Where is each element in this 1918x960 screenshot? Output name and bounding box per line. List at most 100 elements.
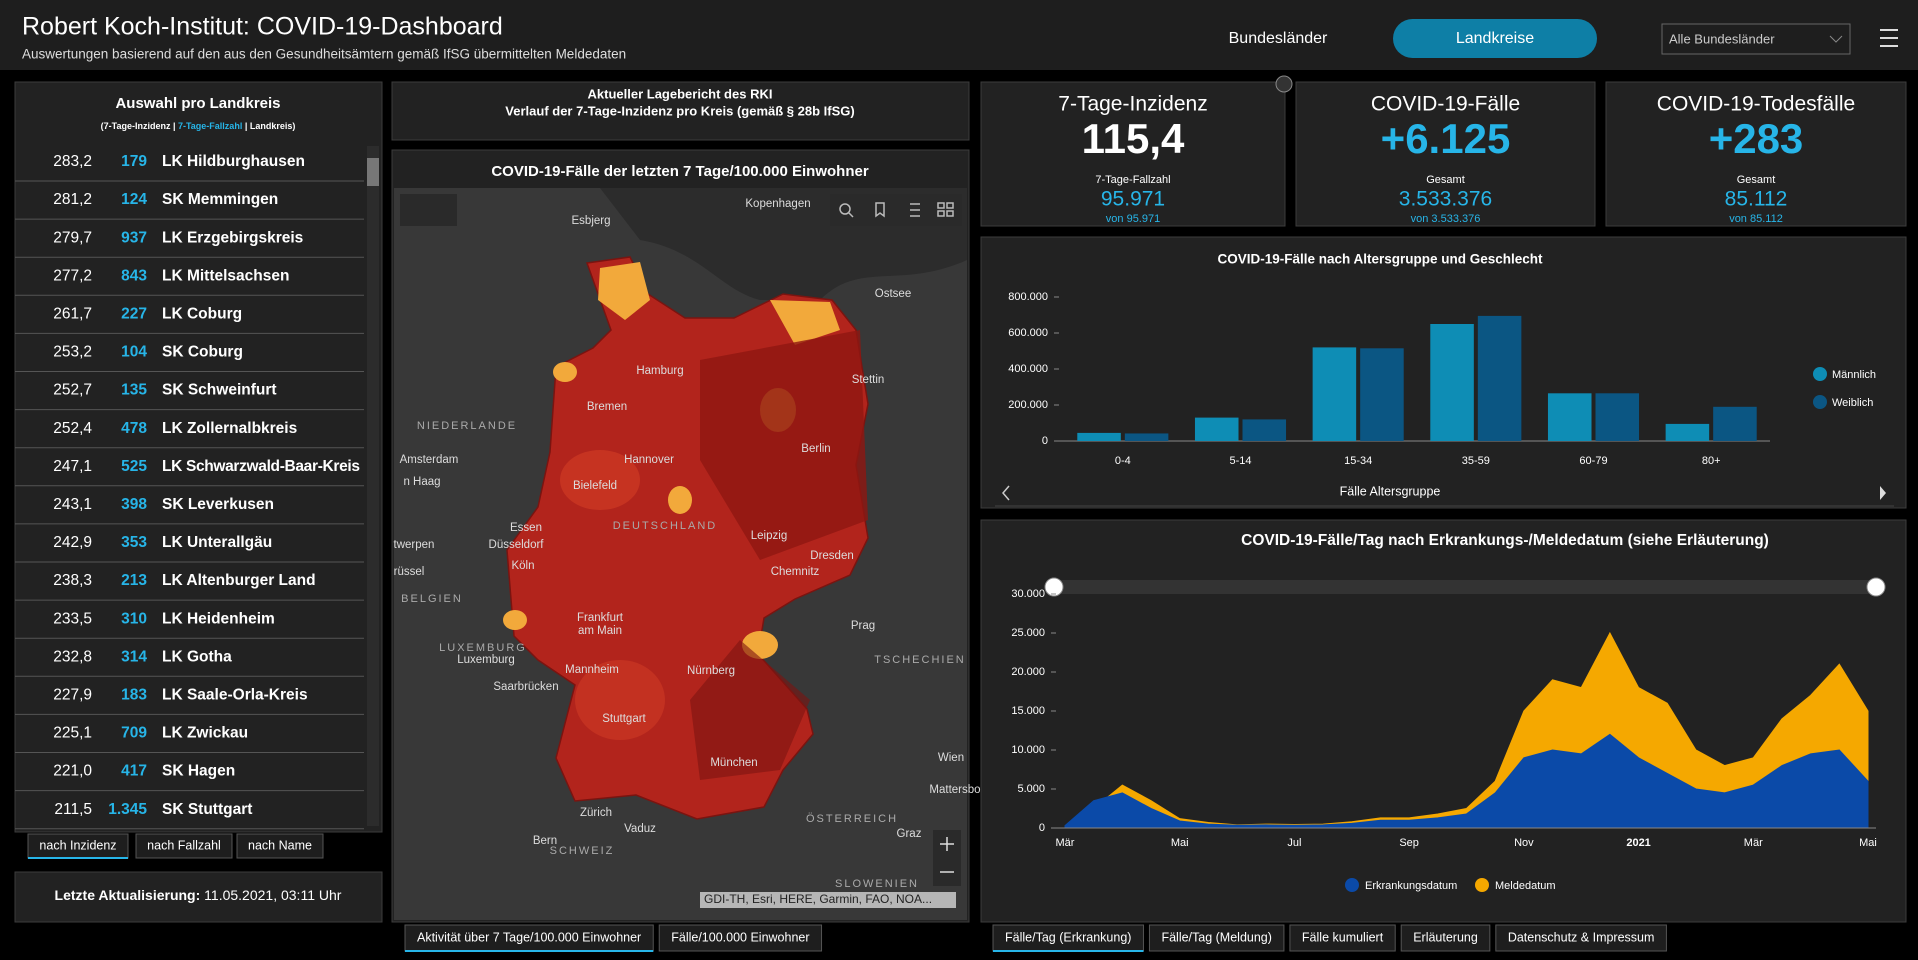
district-name[interactable]: LK Saale-Orla-Kreis: [162, 686, 308, 703]
district-name[interactable]: LK Unterallgäu: [162, 534, 272, 551]
tab[interactable]: [658, 924, 823, 952]
district-name[interactable]: LK Coburg: [162, 305, 242, 322]
map-toolbar-icons[interactable]: [839, 202, 954, 218]
bar[interactable]: [1477, 315, 1522, 441]
bar[interactable]: [1124, 433, 1169, 441]
map-label: Bielefeld: [573, 480, 617, 492]
legend-swatch: [1813, 367, 1827, 381]
tab[interactable]: [135, 833, 233, 859]
bar[interactable]: [1547, 393, 1592, 441]
header-title: Robert Koch-Institut: COVID-19-Dashboard: [22, 13, 503, 41]
map-tool[interactable]: [400, 194, 457, 226]
bar[interactable]: [1665, 423, 1710, 441]
tab[interactable]: [27, 833, 129, 859]
region[interactable]: [598, 262, 650, 320]
y-tick-label: 10.000: [1011, 744, 1045, 756]
bar[interactable]: [1312, 347, 1357, 441]
district-name[interactable]: SK Leverkusen: [162, 496, 274, 513]
tab[interactable]: [1148, 924, 1285, 952]
incidence: 242,9: [53, 534, 92, 551]
district-name[interactable]: LK Gotha: [162, 648, 232, 665]
tab[interactable]: [1495, 924, 1667, 952]
district-name[interactable]: LK Hildburghausen: [162, 153, 305, 170]
nav-button[interactable]: Landkreise: [1456, 30, 1534, 47]
scrollbar[interactable]: [367, 146, 379, 826]
slider-handle[interactable]: [1044, 577, 1064, 597]
x-tick-label: Jul: [1287, 837, 1301, 849]
map-attribution: GDI-TH, Esri, HERE, Garmin, FAO, NOA...: [704, 892, 932, 906]
kpi-value: +6.125: [1381, 115, 1511, 162]
report-title[interactable]: Aktueller Lagebericht des RKI: [588, 86, 773, 101]
tab-label[interactable]: nach Name: [248, 838, 312, 852]
expand-icon[interactable]: [1275, 75, 1293, 93]
region[interactable]: [690, 640, 810, 780]
slider-handle[interactable]: [1866, 577, 1886, 597]
tab[interactable]: [1289, 924, 1396, 952]
region[interactable]: [770, 300, 840, 345]
scroll-left[interactable]: [1002, 485, 1010, 501]
tab-label[interactable]: Datenschutz & Impressum: [1508, 930, 1655, 944]
tab[interactable]: [992, 924, 1144, 952]
tab-label[interactable]: nach Inzidenz: [39, 838, 116, 852]
district-name[interactable]: LK Zwickau: [162, 725, 248, 742]
nav-button[interactable]: Bundesländer: [1229, 30, 1328, 47]
tab[interactable]: [404, 924, 654, 952]
district-name[interactable]: SK Schweinfurt: [162, 382, 277, 399]
tab-label[interactable]: Aktivität über 7 Tage/100.000 Einwohner: [417, 930, 641, 944]
range-slider[interactable]: [1054, 580, 1876, 594]
kpi-card: [1605, 81, 1907, 227]
tab-label[interactable]: nach Fallzahl: [147, 838, 221, 852]
district-name[interactable]: LK Mittelsachsen: [162, 267, 289, 284]
tab-label[interactable]: Fälle/Tag (Erkrankung): [1005, 930, 1131, 944]
tab-label[interactable]: Fälle kumuliert: [1302, 930, 1384, 944]
district-name[interactable]: SK Hagen: [162, 763, 235, 780]
region[interactable]: [700, 330, 868, 560]
region[interactable]: [553, 362, 577, 382]
legend-label[interactable]: Meldedatum: [1495, 880, 1556, 892]
dropdown-text[interactable]: Alle Bundesländer: [1669, 31, 1775, 46]
nav-button-active[interactable]: [1393, 19, 1597, 58]
legend-label[interactable]: Erkrankungsdatum: [1365, 880, 1457, 892]
region[interactable]: [668, 486, 692, 514]
area[interactable]: [1064, 733, 1869, 829]
district-name[interactable]: LK Erzgebirgskreis: [162, 229, 303, 246]
bar[interactable]: [1242, 419, 1287, 441]
bar[interactable]: [1713, 406, 1757, 441]
district-name[interactable]: LK Zollernalbkreis: [162, 420, 297, 437]
bar[interactable]: [1360, 348, 1404, 441]
map-label: Dresden: [810, 550, 853, 562]
tab[interactable]: [236, 833, 324, 859]
legend-label[interactable]: Weiblich: [1832, 397, 1873, 409]
scrollbar-thumb[interactable]: [367, 158, 379, 186]
bar[interactable]: [1430, 324, 1474, 441]
chart-title: COVID-19-Fälle/Tag nach Erkrankungs-/Mel…: [1241, 532, 1769, 549]
map-title: COVID-19-Fälle der letzten 7 Tage/100.00…: [491, 163, 869, 180]
map-label: BELGIEN: [401, 593, 463, 605]
district-name[interactable]: LK Schwarzwald-Baar-Kreis: [162, 458, 360, 475]
zoom-icons[interactable]: [940, 837, 954, 873]
bar[interactable]: [1595, 393, 1640, 441]
district-name[interactable]: LK Altenburger Land: [162, 572, 316, 589]
legend-label[interactable]: Männlich: [1832, 369, 1876, 381]
tab-label[interactable]: Fälle/Tag (Meldung): [1161, 930, 1271, 944]
region[interactable]: [560, 450, 640, 510]
incidence: 281,2: [53, 191, 92, 208]
district-name[interactable]: SK Coburg: [162, 344, 243, 361]
dropdown[interactable]: [1661, 23, 1851, 55]
tab[interactable]: [1400, 924, 1491, 952]
region[interactable]: [575, 660, 665, 740]
map-toolbar[interactable]: [830, 194, 962, 226]
report-subtitle[interactable]: Verlauf der 7-Tage-Inzidenz pro Kreis (g…: [505, 103, 854, 118]
district-name[interactable]: SK Memmingen: [162, 191, 278, 208]
menu-icon[interactable]: [1880, 29, 1898, 47]
district-name[interactable]: LK Heidenheim: [162, 610, 275, 627]
kpi-value: +283: [1709, 115, 1804, 162]
tab-label[interactable]: Fälle/100.000 Einwohner: [671, 930, 809, 944]
scroll-right[interactable]: [1880, 486, 1886, 500]
region[interactable]: [503, 610, 527, 630]
tab-label[interactable]: Erläuterung: [1413, 930, 1478, 944]
bar[interactable]: [1077, 432, 1121, 441]
bar[interactable]: [1194, 417, 1239, 441]
district-name[interactable]: SK Stuttgart: [162, 801, 252, 818]
